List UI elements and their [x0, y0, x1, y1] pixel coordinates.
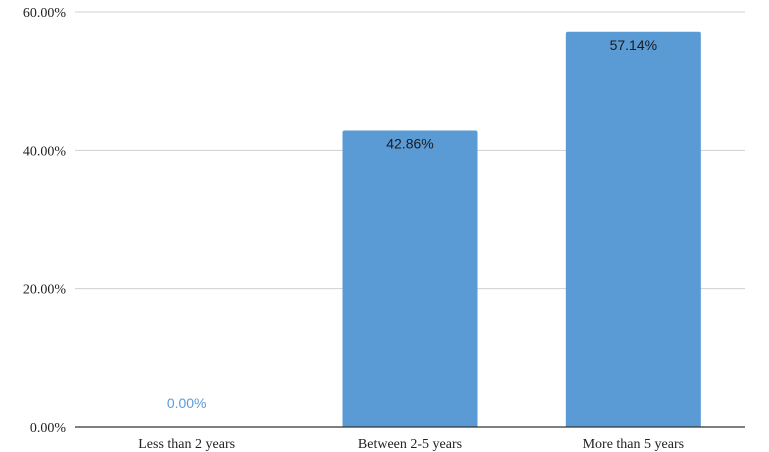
- data-label: 57.14%: [610, 37, 657, 53]
- y-tick-label: 20.00%: [23, 283, 67, 298]
- y-tick-label: 60.00%: [23, 6, 67, 21]
- x-category-label: Less than 2 years: [138, 437, 235, 452]
- bar: [342, 130, 478, 427]
- bars: [342, 31, 701, 427]
- bar: [565, 31, 701, 427]
- data-labels: 0.00% 42.86% 57.14%: [167, 37, 657, 411]
- data-label: 42.86%: [386, 136, 433, 152]
- x-axis-categories: Less than 2 years Between 2-5 years More t…: [138, 437, 684, 452]
- y-tick-label: 0.00%: [30, 421, 67, 436]
- y-axis-ticks: 0.00% 20.00% 40.00% 60.00%: [23, 6, 67, 436]
- data-label: 0.00%: [167, 395, 207, 411]
- y-tick-label: 40.00%: [23, 144, 67, 159]
- x-category-label: More than 5 years: [583, 437, 684, 452]
- x-category-label: Between 2-5 years: [358, 437, 462, 452]
